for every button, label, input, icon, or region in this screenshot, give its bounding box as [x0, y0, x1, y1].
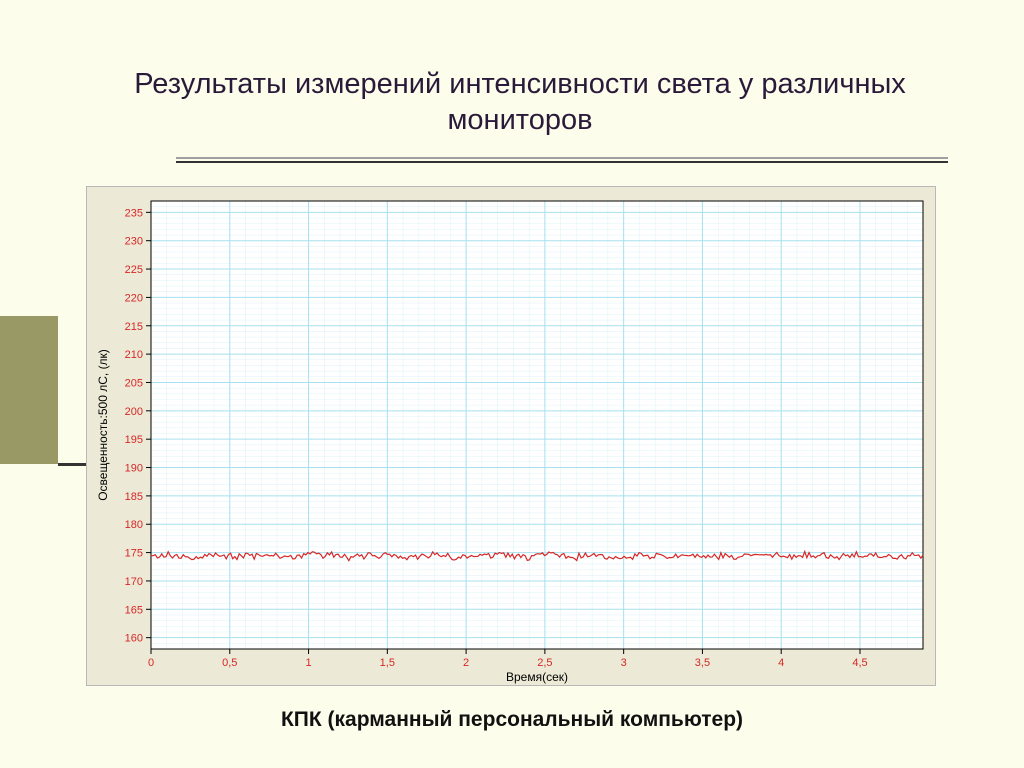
svg-text:4: 4	[778, 657, 784, 669]
svg-text:Освещенность:500 лC, (лк): Освещенность:500 лC, (лк)	[96, 349, 110, 501]
svg-text:3: 3	[621, 657, 627, 669]
slide: Результаты измерений интенсивности света…	[0, 0, 1024, 768]
svg-text:190: 190	[125, 463, 143, 475]
svg-text:2,5: 2,5	[537, 657, 552, 669]
svg-text:180: 180	[125, 519, 143, 531]
svg-text:4,5: 4,5	[852, 657, 867, 669]
svg-text:165: 165	[125, 604, 143, 616]
svg-text:235: 235	[125, 207, 143, 219]
svg-text:230: 230	[125, 236, 143, 248]
svg-text:Время(сек): Время(сек)	[506, 670, 568, 684]
svg-text:0: 0	[148, 657, 154, 669]
slide-title: Результаты измерений интенсивности света…	[120, 66, 920, 139]
svg-text:2: 2	[463, 657, 469, 669]
svg-text:185: 185	[125, 491, 143, 503]
svg-text:200: 200	[125, 406, 143, 418]
svg-text:170: 170	[125, 576, 143, 588]
horizontal-rule-dark	[176, 161, 948, 163]
svg-text:175: 175	[125, 548, 143, 560]
svg-text:210: 210	[125, 349, 143, 361]
svg-text:225: 225	[125, 264, 143, 276]
chart-panel: 1601651701751801851901952002052102152202…	[86, 186, 936, 686]
chart-svg: 1601651701751801851901952002052102152202…	[87, 187, 935, 685]
svg-text:1,5: 1,5	[380, 657, 395, 669]
svg-text:205: 205	[125, 377, 143, 389]
svg-text:160: 160	[125, 633, 143, 645]
svg-text:1: 1	[305, 657, 311, 669]
horizontal-rule-gray	[176, 157, 948, 159]
svg-text:195: 195	[125, 434, 143, 446]
slide-caption: КПК (карманный персональный компьютер)	[0, 708, 1024, 732]
decorative-left-block	[0, 316, 58, 464]
svg-text:0,5: 0,5	[222, 657, 237, 669]
svg-text:3,5: 3,5	[695, 657, 710, 669]
svg-text:215: 215	[125, 321, 143, 333]
svg-text:220: 220	[125, 292, 143, 304]
